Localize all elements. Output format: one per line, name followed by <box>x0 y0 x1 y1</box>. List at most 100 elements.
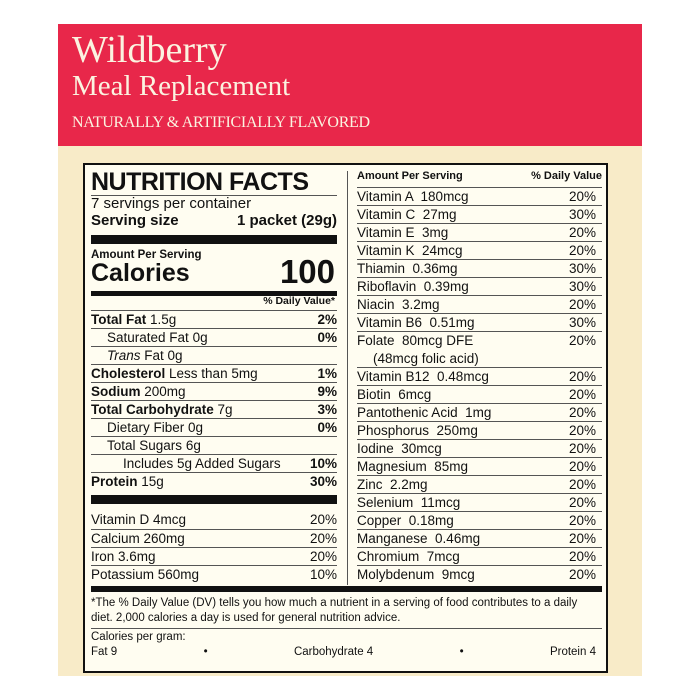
nutrient-label: Includes 5g Added Sugars <box>91 455 281 473</box>
nutrient-dv: 0% <box>317 330 337 345</box>
nutrient-label: Vitamin B12 0.48mcg <box>357 368 489 386</box>
servings-per-container: 7 servings per container <box>91 195 252 212</box>
dv-footnote: *The % Daily Value (DV) tells you how mu… <box>91 597 578 624</box>
nutrient-label: Total Sugars 6g <box>91 437 201 455</box>
nutrient-dv: 20% <box>568 513 596 528</box>
nutrient-dv: 20% <box>568 549 596 564</box>
nutrient-name: Vitamin K 24mcg <box>357 243 463 258</box>
nutrient-label: Magnesium 85mg <box>357 458 468 476</box>
nutrient-dv: 30% <box>309 474 337 489</box>
nutrient-row: Riboflavin 0.39mg 30% <box>357 277 602 296</box>
nutrient-label: Sodium 200mg <box>91 383 186 401</box>
nutrient-name: Iron 3.6mg <box>91 549 156 564</box>
nutrient-row: Folate 80mcg DFE (48mcg folic acid) 20% <box>357 331 602 368</box>
nutrient-label: Molybdenum 9mcg <box>357 566 475 584</box>
nutrient-dv: 20% <box>568 423 596 438</box>
nutrient-dv: 20% <box>568 243 596 258</box>
nutrient-row: Chromium 7mcg 20% <box>357 547 602 566</box>
nutrient-amount: 0g <box>188 420 204 435</box>
nutrient-dv: 20% <box>568 495 596 510</box>
nutrient-name: Thiamin 0.36mg <box>357 261 458 276</box>
nutrient-dv: 20% <box>568 225 596 240</box>
bullet: • <box>459 646 464 658</box>
nutrient-label: Pantothenic Acid 1mg <box>357 404 491 422</box>
nutrient-dv: 20% <box>568 369 596 384</box>
nutrient-row: Selenium 11mcg 20% <box>357 493 602 512</box>
nutrient-name: Total Fat <box>91 312 147 327</box>
nutrient-dv: 2% <box>317 312 337 327</box>
nutrient-name: Molybdenum 9mcg <box>357 567 475 582</box>
nutrient-label: Protein 15g <box>91 473 164 491</box>
nutrient-name: Vitamin B6 0.51mg <box>357 315 475 330</box>
nutrient-name: Zinc 2.2mg <box>357 477 428 492</box>
nutrient-subtext: (48mcg folic acid) <box>373 351 479 366</box>
nutrient-label: Vitamin C 27mg <box>357 206 457 224</box>
nutrient-label: Thiamin 0.36mg <box>357 260 458 278</box>
nutrient-row: Vitamin B12 0.48mcg 20% <box>357 367 602 386</box>
nutrient-label: Folate 80mcg DFE (48mcg folic acid) <box>357 332 479 368</box>
nutrient-row: Includes 5g Added Sugars 10% <box>91 454 337 473</box>
nutrient-name: Calcium 260mg <box>91 531 185 546</box>
nutrient-label: Saturated Fat 0g <box>91 329 208 347</box>
fat-calories: Fat 9 <box>91 646 118 658</box>
nutrient-dv: 20% <box>568 567 596 582</box>
calories-per-gram-values: Fat 9 • Carbohydrate 4 • Protein 4 <box>91 646 596 658</box>
nutrient-row: Saturated Fat 0g 0% <box>91 328 337 347</box>
nutrient-dv: 9% <box>317 384 337 399</box>
dv-header: % Daily Value <box>531 170 602 182</box>
calories-value: 100 <box>279 253 335 290</box>
right-header: Amount Per Serving % Daily Value <box>357 170 602 182</box>
nutrient-row: Dietary Fiber 0g 0% <box>91 418 337 437</box>
nutrient-name: Biotin 6mcg <box>357 387 432 402</box>
nutrient-dv: 20% <box>568 297 596 312</box>
nutrient-name: Total Sugars <box>107 438 183 453</box>
nutrition-facts-label: NUTRITION FACTS 7 servings per container… <box>83 163 608 673</box>
nutrient-name: Vitamin D 4mcg <box>91 512 187 527</box>
nutrient-name: Vitamin A 180mcg <box>357 189 469 204</box>
nutrient-label: Dietary Fiber 0g <box>91 419 203 437</box>
nutrient-dv: 20% <box>309 531 337 546</box>
nutrient-dv: 30% <box>568 261 596 276</box>
thick-divider <box>91 235 337 244</box>
nutrient-amount: 7g <box>217 402 233 417</box>
nutrient-name: Includes 5g Added Sugars <box>123 456 281 471</box>
nutrient-dv: 20% <box>568 459 596 474</box>
nutrient-label: Manganese 0.46mg <box>357 530 480 548</box>
nutrient-dv: 20% <box>568 333 596 348</box>
nutrient-label: Vitamin A 180mcg <box>357 188 469 206</box>
nutrient-row: Vitamin D 4mcg 20% <box>91 511 337 529</box>
nutrient-amount: 200mg <box>144 384 186 399</box>
nutrient-row: Zinc 2.2mg 20% <box>357 475 602 494</box>
nutrient-row: Calcium 260mg 20% <box>91 529 337 548</box>
nutrient-dv: 0% <box>317 420 337 435</box>
nutrient-dv: 10% <box>309 456 337 471</box>
nutrient-dv: 3% <box>317 402 337 417</box>
nutrient-dv: 20% <box>309 549 337 564</box>
nutrient-row: Vitamin C 27mg 30% <box>357 205 602 224</box>
carb-calories: Carbohydrate 4 <box>293 646 374 658</box>
nutrient-label: Selenium 11mcg <box>357 494 460 512</box>
nutrient-row: Total Fat 1.5g 2% <box>91 310 337 329</box>
nutrient-row: Cholesterol Less than 5mg 1% <box>91 364 337 383</box>
serving-size-label: Serving size <box>91 212 179 229</box>
nutrient-row: Vitamin K 24mcg 20% <box>357 241 602 260</box>
nutrient-name: Folate 80mcg DFE <box>357 333 474 348</box>
product-banner: Wildberry Meal Replacement NATURALLY & A… <box>58 24 642 146</box>
nutrient-name: Protein <box>91 474 138 489</box>
nutrient-label: Niacin 3.2mg <box>357 296 440 314</box>
nutrient-amount: 6g <box>185 438 201 453</box>
nutrient-row: Pantothenic Acid 1mg 20% <box>357 403 602 422</box>
nutrient-row: Iron 3.6mg 20% <box>91 547 337 566</box>
nutrient-name: Vitamin B12 0.48mcg <box>357 369 489 384</box>
nutrient-amount: 0g <box>192 330 208 345</box>
nutrient-name: Chromium 7mcg <box>357 549 460 564</box>
nutrient-name: Manganese 0.46mg <box>357 531 481 546</box>
nutrient-name: Pantothenic Acid 1mg <box>357 405 492 420</box>
nutrient-name: Iodine 30mcg <box>357 441 442 456</box>
nutrient-row: Vitamin B6 0.51mg 30% <box>357 313 602 332</box>
nutrient-row: Iodine 30mcg 20% <box>357 439 602 458</box>
nutrient-dv: 20% <box>309 512 337 527</box>
nutrient-dv: 1% <box>317 366 337 381</box>
nutrient-amount: 1.5g <box>150 312 177 327</box>
nutrient-dv: 20% <box>568 387 596 402</box>
